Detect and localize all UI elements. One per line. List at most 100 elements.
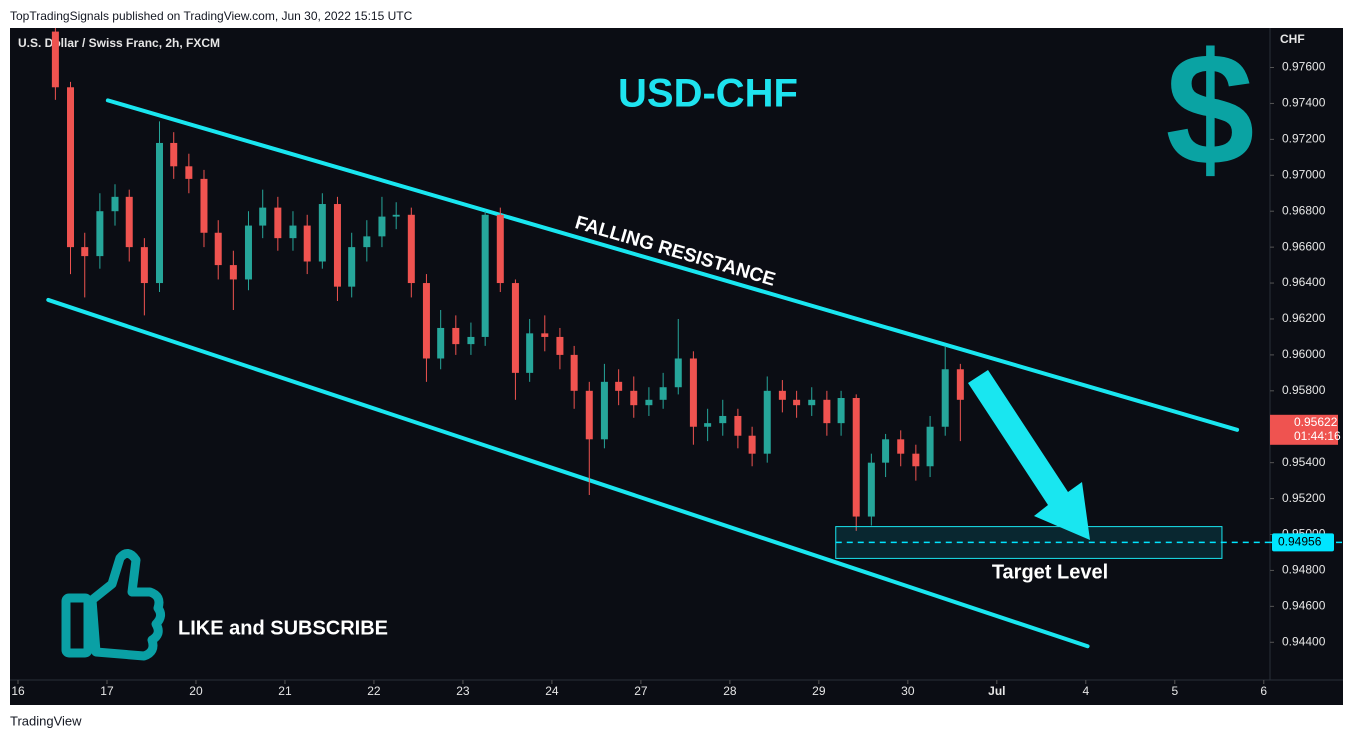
candle-body: [140, 247, 148, 284]
candle-body: [67, 87, 75, 248]
target-price-box: [1272, 533, 1334, 552]
candle-body: [51, 31, 59, 88]
candle-body: [185, 166, 193, 179]
candle-body: [363, 236, 371, 248]
candle-body: [392, 214, 400, 217]
y-tick-label: 0.94800: [1282, 563, 1326, 577]
candle-body: [556, 336, 564, 355]
candle-body: [437, 327, 445, 359]
candle-body: [912, 453, 920, 467]
candle-body: [200, 178, 208, 233]
candle-body: [748, 435, 756, 454]
candle-body: [259, 207, 267, 226]
y-tick-label: 0.96200: [1282, 311, 1326, 325]
y-tick-label: 0.94400: [1282, 634, 1326, 648]
candle-body: [244, 225, 252, 280]
candle-body: [333, 204, 341, 287]
candle-body: [496, 214, 504, 284]
candle-body: [793, 399, 801, 406]
target-label: Target Level: [992, 561, 1108, 583]
candle-body: [111, 196, 119, 212]
candle-body: [170, 142, 178, 167]
y-tick-label: 0.94600: [1282, 599, 1326, 613]
x-tick-label: 23: [456, 684, 470, 698]
candle-body: [615, 381, 623, 391]
y-tick-label: 0.97400: [1282, 96, 1326, 110]
candle-body: [882, 439, 890, 463]
x-tick-label: 27: [634, 684, 648, 698]
symbol: U.S. Dollar / Swiss Franc, 2h, FXCM: [18, 36, 220, 50]
candle-body: [422, 283, 430, 359]
x-tick-label: 30: [901, 684, 915, 698]
candle-body: [570, 354, 578, 391]
candle-body: [214, 232, 222, 266]
x-tick-label: 28: [723, 684, 737, 698]
candle-body: [674, 358, 682, 388]
y-tick-label: 0.97000: [1282, 167, 1326, 181]
x-tick-label: 20: [189, 684, 203, 698]
candle-body: [81, 247, 89, 257]
candle-body: [541, 333, 549, 337]
last-price-box: [1270, 414, 1338, 445]
candle-body: [630, 390, 638, 406]
x-tick-label: 24: [545, 684, 559, 698]
last-price-label: 0.95622: [1294, 415, 1338, 429]
channel-line: [105, 98, 1240, 432]
candle-body: [289, 225, 297, 239]
candle-body: [96, 211, 104, 257]
cta-label: LIKE and SUBSCRIBE: [178, 617, 388, 639]
y-tick-label: 0.95400: [1282, 455, 1326, 469]
y-unit: CHF: [1280, 32, 1305, 46]
candle-body: [318, 204, 326, 262]
candle-body: [956, 369, 964, 400]
arrow: [968, 370, 1090, 540]
candle-body: [778, 390, 786, 400]
candle-body: [926, 426, 934, 467]
candle-body: [837, 398, 845, 424]
thumbs-up-icon: [61, 549, 166, 661]
candle-body: [734, 415, 742, 436]
x-tick-label: 5: [1171, 684, 1178, 698]
chart-title: USD-CHF: [618, 72, 798, 116]
x-tick-label: 22: [367, 684, 381, 698]
x-tick-label: 29: [812, 684, 826, 698]
candle-body: [125, 196, 133, 248]
x-tick-label: 17: [100, 684, 114, 698]
candle-body: [808, 399, 816, 406]
x-tick-label: 4: [1082, 684, 1089, 698]
candle-body: [303, 225, 311, 262]
y-tick-label: 0.95800: [1282, 383, 1326, 397]
y-tick-label: 0.97600: [1282, 60, 1326, 74]
countdown-label: 01:44:16: [1294, 429, 1341, 443]
candle-body: [941, 369, 949, 427]
y-tick-label: 0.95200: [1282, 491, 1326, 505]
candle-body: [274, 207, 282, 239]
x-tick-label: 16: [11, 684, 25, 698]
candle-body: [600, 381, 608, 440]
y-tick-label: 0.96800: [1282, 203, 1326, 217]
candle-body: [585, 390, 593, 440]
candle-body: [704, 423, 712, 427]
candle-body: [526, 333, 534, 373]
candle-body: [763, 390, 771, 454]
candle-body: [407, 214, 415, 284]
candle-body: [452, 327, 460, 345]
candle-body: [867, 462, 875, 517]
candle-body: [719, 415, 727, 424]
candle-body: [378, 216, 386, 237]
candle-body: [897, 439, 905, 454]
candle-body: [511, 283, 519, 373]
footer: TradingView: [10, 713, 82, 728]
candle-body: [852, 398, 860, 517]
candle-body: [689, 358, 697, 427]
candle-body: [467, 336, 475, 345]
candle-body: [645, 399, 653, 406]
x-tick-label: 21: [278, 684, 292, 698]
y-tick-label: 0.97200: [1282, 132, 1326, 146]
dollar-icon: $: [1166, 19, 1255, 198]
x-tick-label: 6: [1260, 684, 1267, 698]
candle-body: [229, 265, 237, 280]
x-tick-label: Jul: [988, 684, 1005, 698]
y-tick-label: 0.96600: [1282, 239, 1326, 253]
